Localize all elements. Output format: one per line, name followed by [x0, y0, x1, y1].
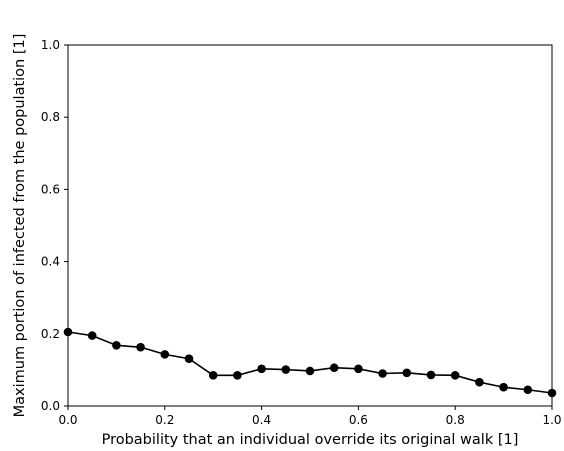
- data-point: [208, 371, 218, 380]
- x-tick-label: 0.6: [349, 413, 368, 427]
- data-point: [112, 341, 121, 350]
- plot-frame: [67, 44, 553, 407]
- data-point: [160, 350, 170, 359]
- data-point: [426, 370, 436, 380]
- x-axis: 0.0 0.2 0.4 0.6 0.8 1.0: [58, 406, 562, 427]
- data-point: [184, 354, 194, 364]
- x-tick-label: 0.0: [58, 413, 77, 427]
- x-axis-label: Probability that an individual override …: [102, 432, 519, 448]
- data-point: [329, 363, 339, 373]
- data-point: [402, 368, 412, 378]
- data-point: [523, 385, 533, 395]
- y-tick-label: 0.8: [41, 110, 60, 124]
- data-point: [233, 371, 242, 380]
- data-point: [499, 382, 508, 392]
- data-point: [305, 366, 315, 376]
- data-point: [136, 342, 145, 352]
- x-tick-label: 1.0: [542, 413, 561, 427]
- x-tick-label: 0.2: [155, 413, 174, 427]
- y-tick-label: 1.0: [41, 38, 60, 52]
- series-layer: [63, 327, 557, 398]
- y-tick-label: 0.6: [41, 182, 60, 196]
- data-point: [257, 364, 266, 374]
- y-axis: 0.0 0.2 0.4 0.6 0.8 1.0: [41, 38, 68, 413]
- y-tick-label: 0.4: [41, 255, 60, 269]
- x-tick-label: 0.8: [446, 413, 465, 427]
- data-point: [450, 371, 460, 380]
- data-point: [378, 369, 387, 378]
- data-point: [87, 331, 97, 340]
- y-axis-label: Maximum portion of infected from the pop…: [12, 34, 28, 418]
- y-tick-label: 0.0: [41, 399, 60, 413]
- data-point: [281, 365, 291, 374]
- x-tick-label: 0.4: [252, 413, 271, 427]
- plot-background: [68, 45, 552, 406]
- y-tick-label: 0.2: [41, 327, 60, 341]
- data-point: [354, 364, 363, 374]
- data-point: [475, 377, 484, 387]
